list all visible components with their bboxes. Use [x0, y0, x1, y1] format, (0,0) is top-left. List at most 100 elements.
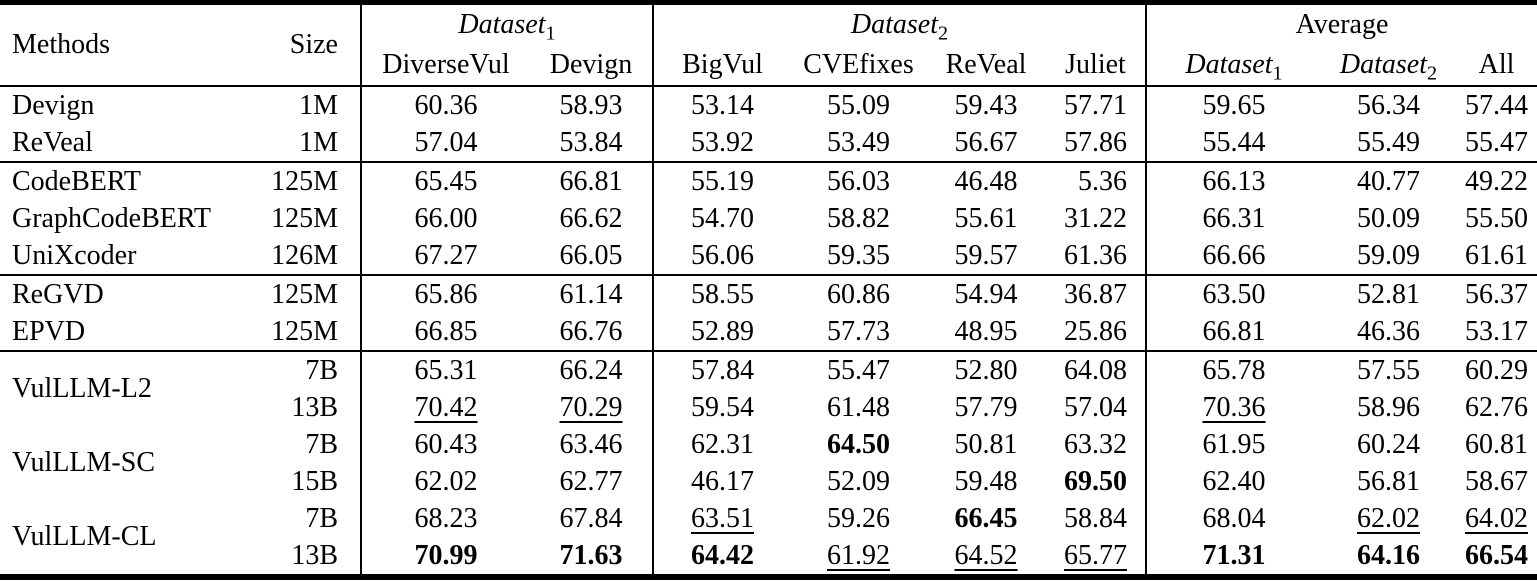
size-cell: 1M: [299, 126, 338, 158]
size-cell: 13B: [291, 539, 338, 571]
table-row: UniXcoder 126M 67.27 66.05 56.06 59.35 59.57 61…: [0, 237, 1537, 275]
score-cell: 60.86: [827, 278, 890, 310]
column-header: ReVeal: [945, 49, 1027, 80]
score-cell: 63.32: [1064, 428, 1127, 460]
table-row: ReVeal 1M 57.04 53.84 53.92 53.49 56.67 57.86 55…: [0, 124, 1537, 162]
score-cell: 64.42: [652, 537, 791, 577]
score-cell: 55.61: [954, 202, 1018, 234]
score-cell: 55.44: [1145, 124, 1321, 162]
method-cell: VulLLM-CL: [12, 521, 157, 552]
score-cell: 66.85: [360, 313, 530, 351]
size-cell: 125M: [271, 278, 338, 310]
table-row: GraphCodeBERT 125M 66.00 66.62 54.70 58.82 55.…: [0, 200, 1537, 237]
score-cell: 53.17: [1465, 315, 1528, 347]
score-cell: 50.81: [954, 428, 1018, 460]
table-row: ReGVD 125M 65.86 61.14 58.55 60.86 54.94 36.87 6…: [0, 275, 1537, 313]
score-cell: 66.54: [1465, 539, 1528, 571]
size-cell: 7B: [305, 502, 338, 534]
score-cell: 55.19: [652, 162, 791, 200]
score-cell: 55.49: [1357, 126, 1420, 158]
score-cell: 67.84: [559, 502, 623, 534]
size-cell: 7B: [305, 354, 338, 386]
method-cell: VulLLM-SC: [12, 447, 155, 478]
table-row: VulLLM-L2 7B 65.31 66.24 57.84 55.47 52.80 64.0…: [0, 351, 1537, 404]
method-cell: ReGVD: [12, 278, 104, 310]
group-header: Dataset2: [652, 2, 1146, 45]
score-cell: 65.78: [1145, 351, 1321, 389]
score-cell: 59.35: [827, 239, 890, 271]
score-cell: 57.04: [1064, 391, 1127, 423]
score-cell: 46.17: [652, 463, 791, 500]
score-cell: 52.89: [652, 313, 791, 351]
score-cell: 65.31: [360, 351, 530, 389]
score-cell: 66.13: [1145, 162, 1321, 200]
score-cell: 59.54: [652, 389, 791, 426]
group-header: Average: [1145, 2, 1537, 45]
score-cell: 56.67: [954, 126, 1018, 158]
score-cell: 57.79: [954, 391, 1018, 423]
size-cell: 125M: [271, 315, 338, 347]
size-cell: 125M: [271, 202, 338, 234]
score-cell: 59.65: [1145, 86, 1321, 124]
score-cell: 53.92: [652, 124, 791, 162]
score-cell: 31.22: [1064, 202, 1127, 234]
score-cell: 66.76: [559, 315, 623, 347]
size-cell: 13B: [291, 391, 338, 423]
score-cell: 70.29: [559, 391, 623, 423]
table-row: 13B 70.42 70.29 59.54 61.48 57.79 57.04 70.36 58…: [0, 389, 1537, 426]
score-cell: 52.09: [827, 465, 890, 497]
score-cell: 65.77: [1064, 539, 1127, 571]
score-cell: 57.55: [1357, 354, 1420, 386]
col-header-methods: Methods: [12, 29, 110, 60]
score-cell: 58.55: [652, 275, 791, 313]
column-header: CVEfixes: [803, 49, 914, 80]
score-cell: 59.09: [1357, 239, 1420, 271]
column-header: BigVul: [652, 45, 791, 86]
score-cell: 56.81: [1357, 465, 1420, 497]
score-cell: 54.94: [954, 278, 1018, 310]
table-row: Devign 1M 60.36 58.93 53.14 55.09 59.43 57.71 59…: [0, 86, 1537, 124]
score-cell: 69.50: [1064, 465, 1127, 497]
score-cell: 57.71: [1064, 89, 1127, 121]
score-cell: 61.61: [1465, 239, 1528, 271]
score-cell: 64.08: [1064, 354, 1127, 386]
score-cell: 66.66: [1145, 237, 1321, 275]
score-cell: 49.22: [1465, 165, 1528, 197]
score-cell: 66.81: [1145, 313, 1321, 351]
score-cell: 25.86: [1064, 315, 1127, 347]
score-cell: 70.36: [1145, 389, 1321, 426]
score-cell: 57.73: [827, 315, 890, 347]
score-cell: 64.50: [827, 428, 890, 460]
score-cell: 58.93: [559, 89, 623, 121]
score-cell: 66.24: [559, 354, 623, 386]
score-cell: 5.36: [1078, 165, 1127, 197]
table-row: 13B 70.99 71.63 64.42 61.92 64.52 65.77 71.31 64…: [0, 537, 1537, 577]
table-body: Devign 1M 60.36 58.93 53.14 55.09 59.43 57.71 59…: [0, 86, 1537, 577]
score-cell: 61.95: [1145, 426, 1321, 463]
group-header: Dataset1: [360, 2, 653, 45]
score-cell: 57.04: [360, 124, 530, 162]
col-header-size: Size: [289, 29, 338, 60]
score-cell: 62.02: [360, 463, 530, 500]
score-cell: 55.47: [827, 354, 890, 386]
score-cell: 53.49: [827, 126, 890, 158]
score-cell: 55.50: [1465, 202, 1528, 234]
size-cell: 126M: [271, 239, 338, 271]
score-cell: 64.02: [1465, 502, 1528, 534]
column-header: DiverseVul: [360, 45, 530, 86]
score-cell: 66.31: [1145, 200, 1321, 237]
score-cell: 59.48: [954, 465, 1018, 497]
score-cell: 61.92: [827, 539, 890, 571]
column-header: Dataset2: [1339, 49, 1438, 85]
table-row: CodeBERT 125M 65.45 66.81 55.19 56.03 46.48 5.3…: [0, 162, 1537, 200]
score-cell: 57.84: [652, 351, 791, 389]
column-header: Dataset1: [1145, 45, 1321, 86]
score-cell: 66.05: [559, 239, 623, 271]
score-cell: 66.00: [360, 200, 530, 237]
table-row: EPVD 125M 66.85 66.76 52.89 57.73 48.95 25.86 66…: [0, 313, 1537, 351]
score-cell: 61.14: [559, 278, 623, 310]
score-cell: 48.95: [954, 315, 1018, 347]
score-cell: 68.04: [1145, 500, 1321, 537]
score-cell: 63.46: [559, 428, 623, 460]
